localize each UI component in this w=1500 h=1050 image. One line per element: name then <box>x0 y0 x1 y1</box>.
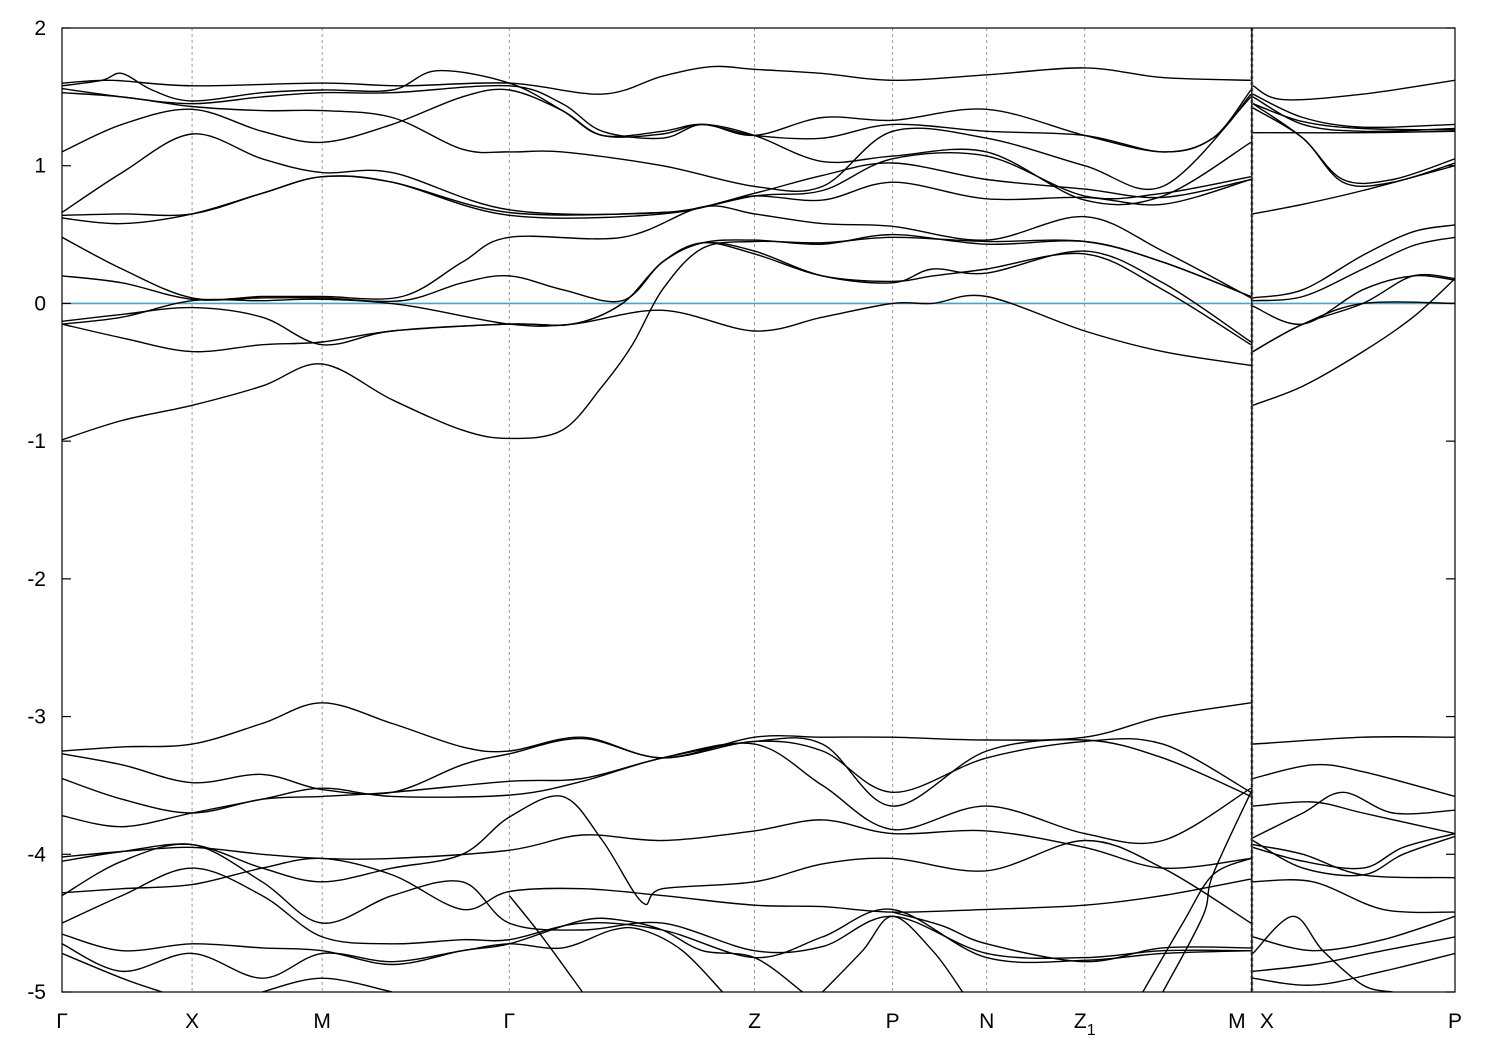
band-line <box>1252 130 1455 134</box>
band-line <box>62 737 1252 795</box>
band-line <box>1252 103 1455 131</box>
band-line <box>1252 952 1455 986</box>
band-line <box>62 133 1252 216</box>
band-line <box>1142 857 1252 992</box>
band-line <box>1252 879 1455 914</box>
x-tick-label: Z1 <box>1074 1010 1096 1039</box>
kpoint-grid-lines <box>191 28 1254 992</box>
x-tick-label: P <box>886 1010 900 1033</box>
band-line <box>1252 801 1455 835</box>
x-tick-label: Γ <box>56 1010 68 1033</box>
band-line <box>1252 832 1455 870</box>
band-curves <box>62 65 1455 992</box>
y-tick-label: 1 <box>34 155 46 178</box>
band-line <box>1252 301 1455 353</box>
x-tick-label: X <box>185 1010 199 1033</box>
band-line <box>62 867 1251 964</box>
x-tick-label: M <box>313 1010 331 1033</box>
band-line <box>1252 107 1455 188</box>
band-line <box>1252 224 1455 299</box>
band-line <box>62 88 1252 206</box>
band-line <box>62 737 1252 814</box>
band-line <box>62 241 1252 346</box>
y-tick-label: 2 <box>34 17 46 40</box>
band-line <box>1252 791 1455 839</box>
band-line <box>1252 915 1394 992</box>
y-tick-label: -4 <box>27 843 46 866</box>
y-axis-ticks: -5 -4 -3 -2 -1 0 1 2 <box>27 17 1455 1004</box>
x-tick-label: M <box>1228 1010 1246 1033</box>
band-line <box>62 952 163 992</box>
band-line <box>62 294 1252 367</box>
x-tick-label: X <box>1260 1010 1274 1033</box>
band-line <box>1252 236 1455 302</box>
band-line <box>1252 763 1455 798</box>
y-tick-label: 0 <box>34 292 46 315</box>
plot-frame <box>61 27 1456 993</box>
band-line <box>1252 915 1455 952</box>
x-tick-label: N <box>979 1010 994 1033</box>
band-line <box>1252 274 1455 325</box>
band-line <box>62 205 1252 301</box>
band-line <box>1252 273 1455 353</box>
band-line <box>62 236 1252 441</box>
band-line <box>1252 93 1455 129</box>
band-line <box>892 911 1251 963</box>
y-tick-label: -1 <box>27 430 46 453</box>
band-line <box>62 233 1252 303</box>
band-line <box>62 84 1252 153</box>
y-tick-label: -2 <box>27 568 46 591</box>
x-tick-label-subscript: 1 <box>1087 1022 1096 1039</box>
band-line <box>1252 79 1455 101</box>
band-line <box>62 926 724 992</box>
x-tick-label: Z <box>748 1010 761 1033</box>
band-line <box>1252 936 1455 972</box>
band-line <box>62 92 1252 193</box>
band-line <box>1252 736 1455 745</box>
y-tick-label: -5 <box>27 981 46 1004</box>
band-line <box>1162 792 1252 992</box>
band-line <box>62 241 1252 353</box>
band-line <box>1252 278 1455 406</box>
x-tick-label: P <box>1448 1010 1462 1033</box>
band-line <box>62 742 1252 845</box>
x-tick-label: Γ <box>504 1010 516 1033</box>
band-line <box>62 843 1251 959</box>
band-line <box>1252 103 1455 185</box>
band-line <box>62 702 1252 759</box>
band-line <box>62 795 1252 924</box>
band-line <box>261 977 393 992</box>
band-line <box>62 69 1252 153</box>
band-line <box>1252 843 1455 879</box>
band-line <box>821 915 964 992</box>
band-line <box>62 819 1251 870</box>
band-line <box>62 175 1252 217</box>
band-line <box>62 65 1251 95</box>
y-tick-label: -3 <box>27 706 46 729</box>
band-line <box>62 917 803 992</box>
x-axis-ticks: Γ X M Γ Z P N Z1 M X P <box>56 1010 1462 1039</box>
band-line <box>62 162 1252 225</box>
band-line <box>508 895 583 992</box>
band-line <box>62 857 1252 913</box>
